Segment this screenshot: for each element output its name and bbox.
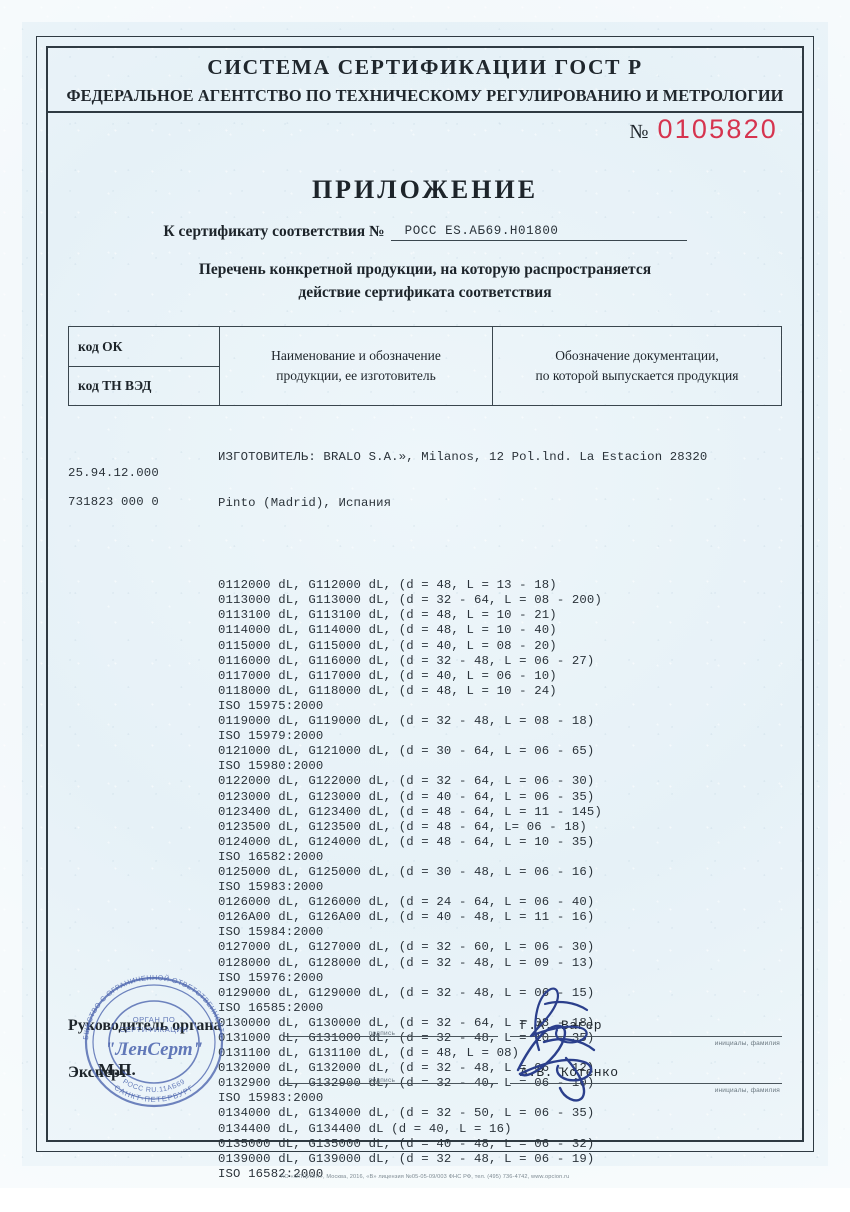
product-line: 0123000 dL, G123000 dL, (d = 40 - 64, L … (218, 789, 595, 804)
signer-name-head: Г.А. Вагер (520, 1018, 603, 1033)
column-header-doc-line-2: по которой выпускается продукция (535, 368, 739, 384)
column-header-tnved: код ТН ВЭД (78, 378, 152, 393)
product-line: 0115000 dL, G115000 dL, (d = 40, L = 08 … (218, 638, 557, 653)
document-content: СИСТЕМА СЕРТИФИКАЦИИ ГОСТ Р ФЕДЕРАЛЬНОЕ … (46, 46, 804, 1181)
product-line: 0116000 dL, G116000 dL, (d = 32 - 48, L … (218, 653, 595, 668)
signature-role-head: Руководитель органа (68, 1017, 222, 1034)
stamp-mp-label: М.П. (98, 1060, 136, 1079)
column-header-product: Наименование и обозначение продукции, ее… (220, 327, 493, 406)
product-line: ISO 15976:2000 (218, 970, 324, 985)
outer-border (36, 36, 814, 1152)
product-line: 0117000 dL, G117000 dL, (d = 40, L = 06 … (218, 668, 557, 683)
code-tnved-value: 731823 000 0 (68, 495, 159, 510)
product-line: 0126000 dL, G126000 dL, (d = 24 - 64, L … (218, 895, 595, 910)
product-line: 0131100 dL, G131100 dL, (d = 48, L = 08) (218, 1046, 520, 1061)
product-line: 0121000 dL, G121000 dL, (d = 30 - 64, L … (218, 744, 595, 759)
product-line: 0113100 dL, G113100 dL, (d = 48, L = 10 … (218, 608, 557, 623)
product-line: ISO 16582:2000 (218, 849, 324, 864)
subtitle-line-2: действие сертификата соответствия (298, 283, 552, 301)
products-body: 25.94.12.000 731823 000 0 ИЗГОТОВИТЕЛЬ: … (46, 420, 804, 1212)
product-line: ISO 15983:2000 (218, 1091, 324, 1106)
product-line: 0127000 dL, G127000 dL, (d = 32 - 60, L … (218, 940, 595, 955)
page-title: ПРИЛОЖЕНИЕ (311, 175, 539, 205)
product-line: 0119000 dL, G119000 dL, (d = 32 - 48, L … (218, 714, 595, 729)
products-table-header: код ОК код ТН ВЭД Наименование и обознач… (68, 326, 782, 407)
column-header-ok: код ОК (69, 327, 219, 367)
product-line: ISO 15975:2000 (218, 698, 324, 713)
product-line: 0134000 dL, G134000 dL, (d = 32 - 50, L … (218, 1106, 595, 1121)
product-line: ISO 15979:2000 (218, 729, 324, 744)
signature-block: Руководитель органа подпись Г.А. Вагер и… (68, 996, 782, 1094)
column-header-product-line-2: продукции, ее изготовитель (276, 368, 436, 384)
certificate-reference: К сертификату соответствия № РОСС ES.АБ6… (46, 221, 804, 242)
document-header: СИСТЕМА СЕРТИФИКАЦИИ ГОСТ Р ФЕДЕРАЛЬНОЕ … (46, 46, 804, 114)
certificate-reference-field: РОСС ES.АБ69.Н01800 (390, 221, 687, 242)
agency-title: ФЕДЕРАЛЬНОЕ АГЕНТСТВО ПО ТЕХНИЧЕСКОМУ РЕ… (66, 85, 784, 105)
product-line: 0118000 dL, G118000 dL, (d = 48, L = 10 … (218, 683, 557, 698)
signature-row-head: Руководитель органа подпись Г.А. Вагер и… (68, 996, 782, 1047)
product-line: ISO 15984:2000 (218, 925, 324, 940)
signature-row-expert: Эксперт подпись А.В. Котенко инициалы, ф… (68, 1043, 782, 1094)
product-line: 0114000 dL, G114000 dL, (d = 48, L = 10 … (218, 623, 557, 638)
product-line: 0128000 dL, G128000 dL, (d = 32 - 48, L … (218, 955, 595, 970)
manufacturer-line-1: ИЗГОТОВИТЕЛЬ: BRALO S.A.», Milanos, 12 P… (218, 450, 708, 465)
product-line: ISO 16582:2000 (218, 1166, 324, 1181)
product-list: 0112000 dL, G112000 dL, (d = 48, L = 13 … (218, 578, 804, 1182)
certificate-number: № 0105820 (629, 114, 778, 145)
product-line: ISO 15980:2000 (218, 759, 324, 774)
name-line-head: Г.А. Вагер инициалы, фамилия (510, 1006, 782, 1047)
product-line: 0122000 dL, G122000 dL, (d = 32 - 64, L … (218, 774, 595, 789)
product-line: 0113000 dL, G113000 dL, (d = 32 - 64, L … (218, 593, 602, 608)
manufacturer-line-2: Pinto (Madrid), Испания (218, 495, 392, 510)
product-line: 0126А00 dL, G126А00 dL, (d = 40 - 48, L … (218, 910, 595, 925)
product-line: 0135000 dL, G135000 dL, (d = 40 - 48, L … (218, 1136, 595, 1151)
number-value: 0105820 (657, 114, 778, 144)
name-caption-expert: инициалы, фамилия (714, 1087, 780, 1094)
product-line: 0125000 dL, G125000 dL, (d = 30 - 48, L … (218, 864, 595, 879)
product-lines: ИЗГОТОВИТЕЛЬ: BRALO S.A.», Milanos, 12 P… (218, 420, 804, 1212)
product-line: 0134400 dL, G134400 dL (d = 40, L = 16) (218, 1121, 512, 1136)
product-line: 0123500 dL, G123500 dL, (d = 48 - 64, L=… (218, 819, 587, 834)
signature-caption-expert: подпись (368, 1077, 396, 1084)
product-line: 0123400 dL, G123400 dL, (d = 48 - 64, L … (218, 804, 602, 819)
column-header-product-line-1: Наименование и обозначение (271, 348, 441, 363)
product-line: ISO 15983:2000 (218, 880, 324, 895)
product-line: 0132900 dL, G132900 dL, (d = 32 - 40, L … (218, 1076, 595, 1091)
product-line: 0112000 dL, G112000 dL, (d = 48, L = 13 … (218, 578, 557, 593)
code-ok-value: 25.94.12.000 (68, 466, 159, 481)
signer-name-expert: А.В. Котенко (520, 1065, 619, 1080)
name-line-expert: А.В. Котенко инициалы, фамилия (510, 1053, 782, 1094)
signature-caption-head: подпись (368, 1030, 396, 1037)
spacer (218, 541, 804, 548)
product-line: 0132000 dL, G132000 dL, (d = 32 - 48, L … (218, 1061, 595, 1076)
system-title: СИСТЕМА СЕРТИФИКАЦИИ ГОСТ Р (207, 55, 643, 79)
name-caption-head: инициалы, фамилия (714, 1040, 780, 1047)
document-subtitle: Перечень конкретной продукции, на котору… (46, 259, 804, 304)
signature-line-expert: подпись (283, 1053, 498, 1084)
inner-border (46, 46, 804, 1142)
printer-footer: АО «ОПЦИОН», Москва, 2016, «В» лицензия … (280, 1174, 570, 1180)
number-symbol: № (629, 121, 649, 143)
product-line: ISO 16585:2000 (218, 1000, 324, 1015)
product-line: 0124000 dL, G124000 dL, (d = 48 - 64, L … (218, 834, 595, 849)
subtitle-line-1: Перечень конкретной продукции, на котору… (198, 261, 652, 279)
column-header-doc-line-1: Обозначение документации, (555, 348, 719, 363)
column-header-documentation: Обозначение документации, по которой вып… (493, 327, 781, 405)
column-codes: код ОК код ТН ВЭД (69, 327, 220, 406)
certificate-reference-value: РОСС ES.АБ69.Н01800 (404, 224, 559, 239)
signature-line-head: подпись (283, 1006, 498, 1037)
certificate-reference-label: К сертификату соответствия № (163, 223, 385, 241)
product-codes: 25.94.12.000 731823 000 0 (68, 466, 159, 524)
product-line: 0139000 dL, G139000 dL, (d = 32 - 48, L … (218, 1151, 595, 1166)
